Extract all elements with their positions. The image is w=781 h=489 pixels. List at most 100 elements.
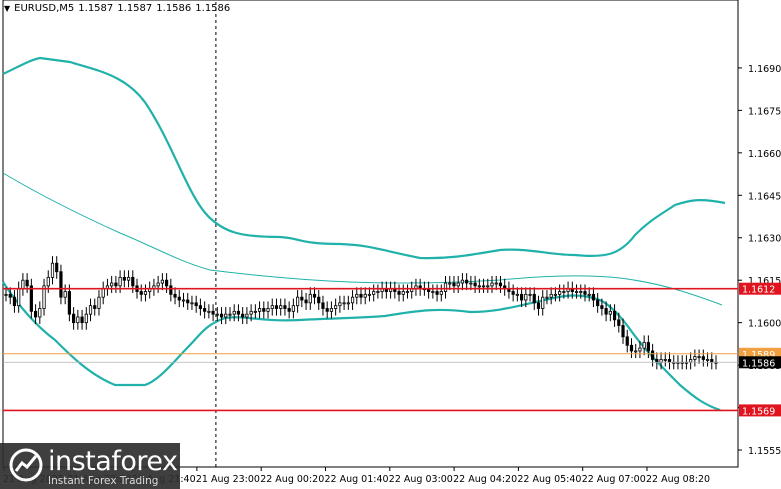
y-tick-label: 1.1690 [748,64,781,75]
candle-body [181,299,186,302]
candle-body [621,325,625,338]
candle-body [321,302,325,309]
level-price-tag [739,282,781,295]
candle-body [612,310,617,321]
candle-body [481,285,486,288]
chart-header: ▼ EURUSD,M5 1.1587 1.1587 1.1586 1.1586 [4,3,230,14]
candle-body [29,285,33,312]
candle-body [236,310,241,315]
candle-body [587,293,591,296]
y-tick-label: 1.1630 [748,234,781,245]
candle-body [553,293,558,296]
candle-body [494,282,498,285]
candle-body [651,350,655,360]
candle-body [46,276,50,287]
candle-body [397,291,401,295]
candle-body [300,296,304,301]
candle-body [296,296,300,307]
candle-body [257,308,262,312]
candle-body [219,313,224,318]
candle-body [291,305,295,312]
candle-body [4,293,8,296]
candle-body [346,302,350,305]
candle-body [452,282,456,287]
candle-body [224,313,228,318]
current-price-tag [739,356,781,369]
candle-body [372,291,376,295]
candle-body [338,302,342,307]
ohlc-high: 1.1587 [117,3,153,14]
candle-body [524,293,528,301]
candle-body [12,296,17,307]
dropdown-triangle-icon[interactable]: ▼ [4,4,11,13]
level-price-label: 1.1569 [742,406,775,417]
ohlc-close: 1.1586 [195,3,231,14]
candle-body [583,291,587,295]
candle-body [186,299,190,304]
candle-body [131,276,135,287]
candle-body [498,282,503,287]
candle-body [558,291,562,295]
candle-body [511,291,515,295]
candle-body [50,262,55,278]
candle-body [67,291,71,315]
candle-body [532,293,536,304]
candle-body [279,305,283,309]
plot-area[interactable] [2,0,739,468]
candle-body [443,282,448,292]
x-tick-label: 22 Aug 07:00 [582,474,646,485]
candle-body [460,279,465,284]
candle-body [274,305,279,309]
x-tick-label: 21 Aug 23:00 [196,474,260,485]
candle-body [431,291,435,293]
current-price-label: 1.1586 [742,358,775,369]
candle-body [667,359,672,363]
level-price-label: 1.1589 [742,350,775,361]
candle-body [693,356,697,360]
candle-body [549,293,553,298]
candle-body [253,310,257,313]
candle-body [194,302,198,307]
candle-body [122,276,126,281]
candle-body [659,359,663,363]
candle-body [355,293,359,298]
candle-body [334,305,338,309]
candle-body [329,308,334,312]
candle-body [232,310,236,315]
y-tick-label: 1.1675 [748,106,781,117]
candle-body [545,296,549,299]
candle-body [456,282,460,287]
candle-body [97,296,101,309]
candle-body [317,296,321,304]
candle-body [363,293,367,298]
candle-body [72,313,76,324]
candle-body [705,359,710,361]
candle-body [350,296,355,304]
candle-body [88,305,93,315]
candle-body [42,285,46,309]
candle-body [114,282,118,287]
candle-body [93,305,97,309]
candle-body [270,305,274,309]
candle-body [241,313,245,318]
candle-body [203,308,207,312]
candle-body [325,308,329,312]
candle-body [473,282,477,287]
bollinger-upper-band [2,56,726,260]
candle-body [625,336,629,346]
candle-body [110,282,114,287]
instaforex-logo-icon [9,448,43,482]
candle-body [198,305,203,309]
candle-body [536,302,541,309]
candle-body [642,342,646,349]
candle-body [541,296,545,309]
candle-body [21,279,25,290]
candle-body [528,293,532,296]
candle-body [63,291,67,298]
bollinger-lower-band [2,281,721,412]
candle-body [287,308,291,312]
x-tick-label: 22 Aug 08:20 [646,474,710,485]
y-tick-label: 1.1600 [748,319,781,330]
